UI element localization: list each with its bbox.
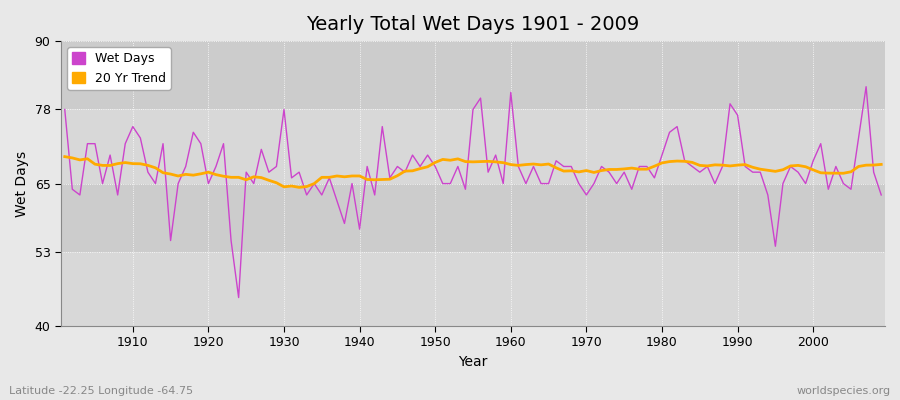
Line: Wet Days: Wet Days (65, 87, 881, 298)
20 Yr Trend (604, 167, 615, 172)
Text: worldspecies.org: worldspecies.org (796, 386, 891, 396)
20 Yr Trend (339, 174, 350, 179)
Wet Days (506, 90, 517, 95)
20 Yr Trend (286, 184, 297, 188)
Wet Days (59, 107, 70, 112)
Bar (61, 41, 885, 110)
Title: Yearly Total Wet Days 1901 - 2009: Yearly Total Wet Days 1901 - 2009 (306, 15, 640, 34)
Legend: Wet Days, 20 Yr Trend: Wet Days, 20 Yr Trend (68, 47, 171, 90)
Bar (61, 110, 885, 184)
Wet Days (293, 170, 304, 174)
Wet Days (233, 295, 244, 300)
Wet Days (120, 141, 130, 146)
Wet Days (339, 221, 350, 226)
X-axis label: Year: Year (458, 355, 488, 369)
Y-axis label: Wet Days: Wet Days (15, 150, 29, 217)
Wet Days (860, 84, 871, 89)
20 Yr Trend (293, 185, 304, 190)
20 Yr Trend (513, 163, 524, 168)
Bar (61, 184, 885, 252)
20 Yr Trend (506, 162, 517, 167)
Wet Days (876, 192, 886, 197)
20 Yr Trend (59, 154, 70, 159)
Wet Days (513, 164, 524, 169)
20 Yr Trend (120, 160, 130, 165)
Text: Latitude -22.25 Longitude -64.75: Latitude -22.25 Longitude -64.75 (9, 386, 194, 396)
20 Yr Trend (876, 162, 886, 167)
Bar (61, 252, 885, 326)
Wet Days (604, 170, 615, 174)
Line: 20 Yr Trend: 20 Yr Trend (65, 157, 881, 187)
